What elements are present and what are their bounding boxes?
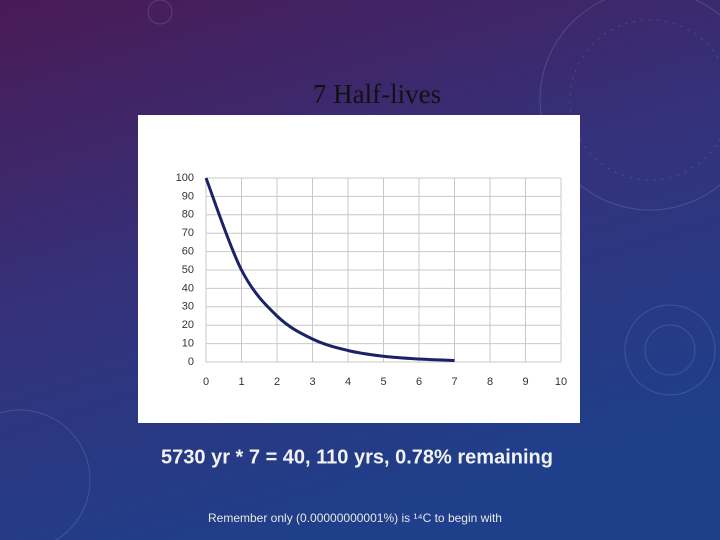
y-tick-label: 50 <box>182 264 194 276</box>
x-tick-label: 7 <box>451 376 457 388</box>
x-tick-label: 0 <box>203 376 209 388</box>
y-tick-label: 10 <box>182 338 194 350</box>
x-tick-label: 3 <box>309 376 315 388</box>
y-tick-label: 60 <box>182 246 194 258</box>
y-tick-label: 80 <box>182 209 194 221</box>
slide-title: 7 Half-lives <box>313 79 441 109</box>
y-tick-label: 100 <box>176 172 194 184</box>
y-tick-label: 40 <box>182 282 194 294</box>
x-tick-label: 8 <box>487 376 493 388</box>
data-line <box>204 177 455 363</box>
x-tick-label: 4 <box>345 376 351 388</box>
x-tick-label: 2 <box>274 376 280 388</box>
y-tick-label: 30 <box>182 301 194 313</box>
x-tick-label: 9 <box>522 376 528 388</box>
plot: 0 10 20 30 40 50 60 70 80 90 100 0 1 2 3 4 5 6 7 8 9 10 <box>176 172 567 388</box>
x-tick-label: 6 <box>416 376 422 388</box>
x-tick-label: 1 <box>238 376 244 388</box>
x-tick-label: 5 <box>380 376 386 388</box>
y-tick-label: 20 <box>182 319 194 331</box>
y-tick-label: 70 <box>182 227 194 239</box>
y-tick-label: 0 <box>188 356 194 368</box>
chart-panel <box>138 115 580 423</box>
x-tick-label: 10 <box>555 376 567 388</box>
footnote: Remember only (0.00000000001%) is ¹⁴C to… <box>208 511 502 525</box>
y-tick-label: 90 <box>182 190 194 202</box>
caption: 5730 yr * 7 = 40, 110 yrs, 0.78% remaini… <box>161 446 553 468</box>
